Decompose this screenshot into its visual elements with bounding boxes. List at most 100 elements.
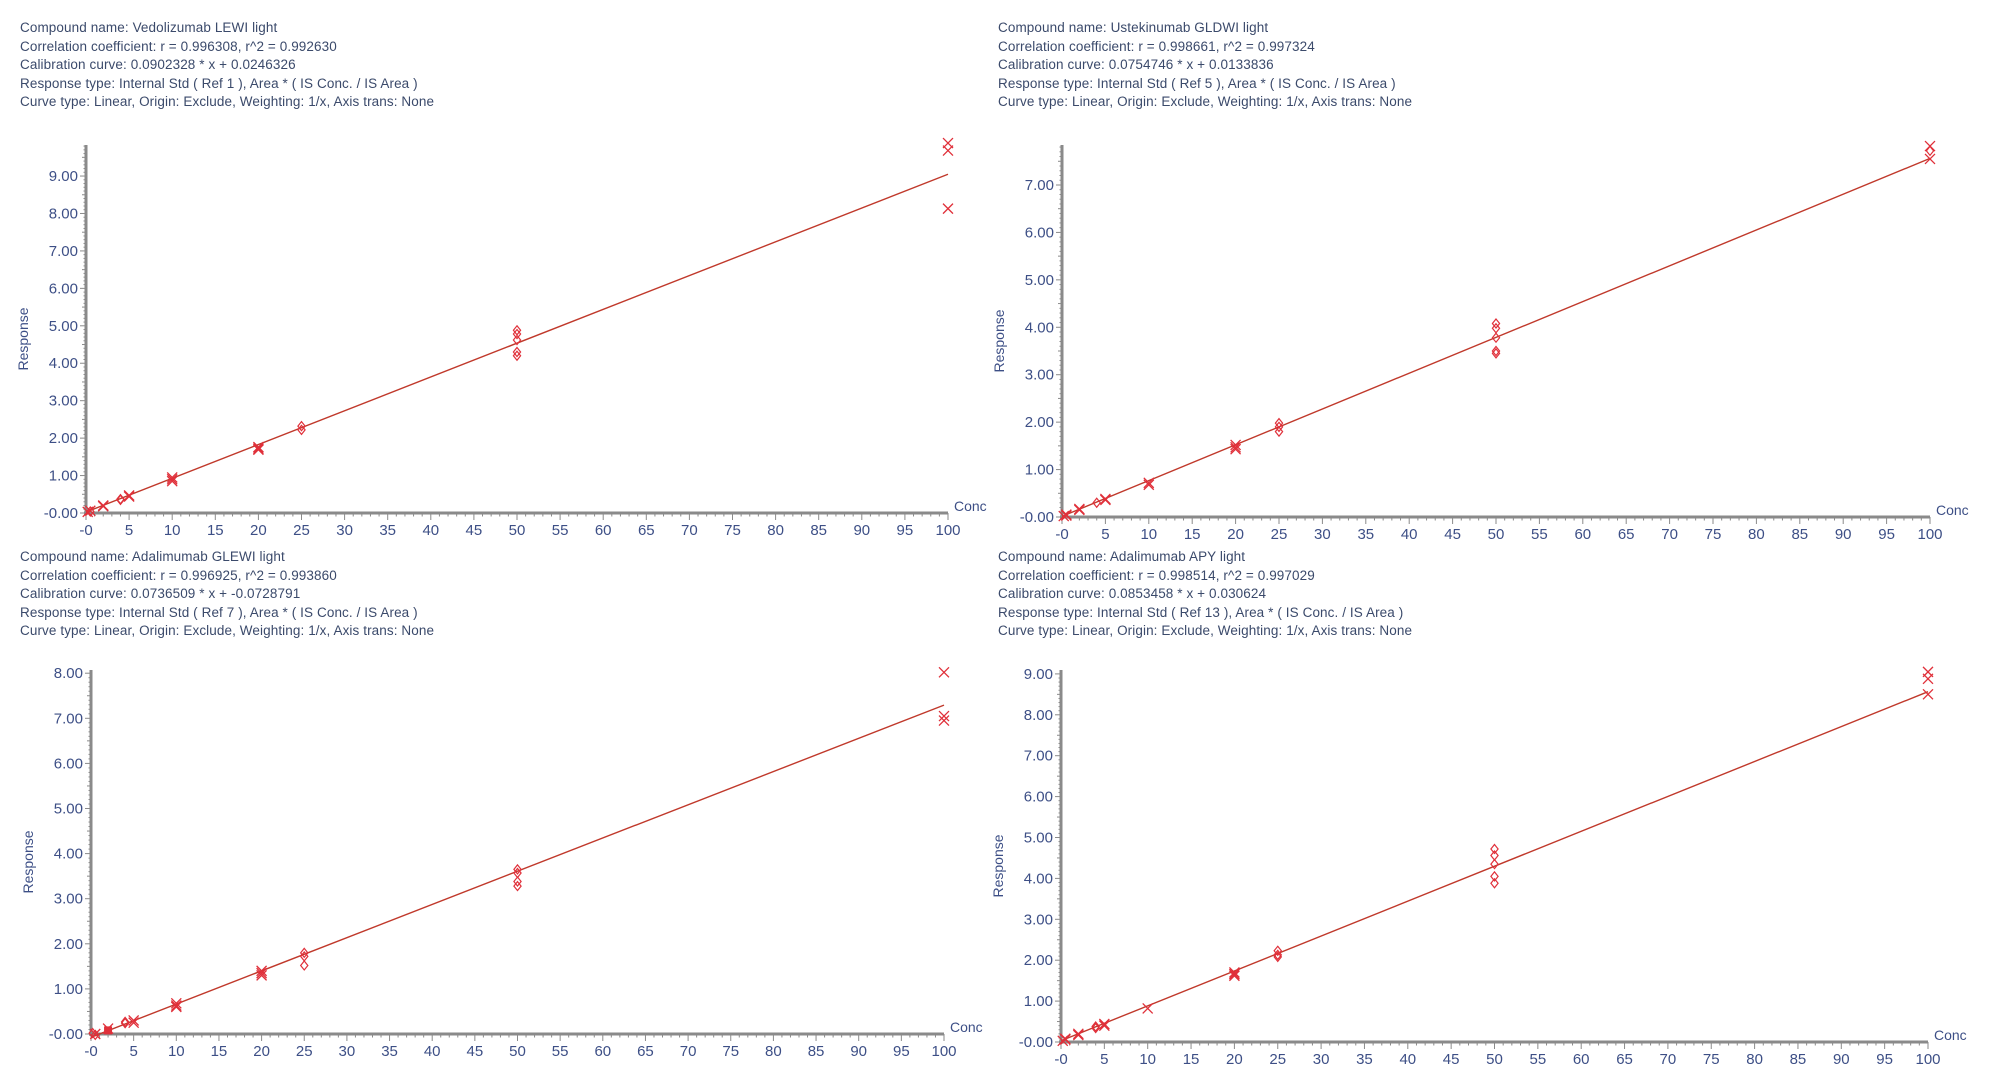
- data-point-diamond: [1490, 858, 1499, 870]
- y-axis-title: Response: [20, 830, 36, 893]
- x-tick-label: 50: [509, 522, 526, 539]
- x-tick-label: 90: [1835, 526, 1852, 543]
- data-point-diamond: [512, 346, 522, 358]
- y-tick-label: 9.00: [49, 168, 78, 185]
- data-point-diamond: [1490, 870, 1499, 882]
- y-tick-label: 2.00: [49, 430, 78, 447]
- data-point-diamond: [1491, 347, 1501, 359]
- data-point-cross: [938, 715, 950, 727]
- data-point-cross: [1059, 1033, 1071, 1045]
- calibration-curve: Calibration curve: 0.0754746 * x + 0.013…: [998, 57, 1274, 72]
- data-point-diamond: [120, 1017, 130, 1029]
- y-tick-label: 1.00: [54, 981, 83, 998]
- x-tick-label: 55: [1531, 526, 1548, 543]
- y-tick-label: 5.00: [1025, 272, 1054, 289]
- data-point-diamond: [1274, 421, 1284, 433]
- panel-header-vedolizumab: Compound name: Vedolizumab LEWI light Co…: [20, 19, 434, 112]
- correlation-coefficient: Correlation coefficient: r = 0.996925, r…: [20, 567, 337, 583]
- response-type: Response type: Internal Std ( Ref 5 ), A…: [998, 75, 1396, 91]
- y-tick-label: 9.00: [1024, 666, 1053, 683]
- data-point-cross: [1098, 1020, 1110, 1032]
- calibration-curve: Calibration curve: 0.0902328 * x + 0.024…: [20, 57, 296, 72]
- data-point-cross: [123, 489, 135, 501]
- data-point-square: [104, 1026, 113, 1035]
- data-point-cross: [84, 505, 96, 517]
- x-tick-label: 25: [1271, 526, 1288, 543]
- y-tick-label: 1.00: [49, 468, 78, 485]
- x-tick-label: 45: [1444, 526, 1461, 543]
- data-point-diamond: [1490, 877, 1499, 889]
- calibration-curve: Calibration curve: 0.0853458 * x + 0.030…: [998, 586, 1267, 601]
- data-point-cross: [942, 203, 954, 215]
- data-point-cross: [1098, 1018, 1110, 1030]
- x-tick-label: 90: [853, 522, 870, 539]
- y-tick-label: 6.00: [1024, 789, 1053, 806]
- data-point-cross: [1230, 439, 1242, 451]
- x-tick-label: 85: [1791, 526, 1808, 543]
- data-point-cross: [1922, 688, 1934, 700]
- data-point-diamond: [90, 1029, 100, 1041]
- data-point-diamond: [88, 1027, 98, 1039]
- data-point-cross: [1060, 510, 1072, 522]
- x-tick-label: 35: [1356, 1051, 1373, 1068]
- y-axis-title: Response: [991, 309, 1007, 372]
- data-point-cross: [1228, 970, 1240, 982]
- correlation-coefficient: Correlation coefficient: r = 0.998661, r…: [998, 38, 1315, 54]
- x-axis-title: Conc: [950, 1019, 983, 1035]
- data-point-cross: [1058, 510, 1070, 522]
- data-point-diamond: [120, 1016, 130, 1028]
- curve-type: Curve type: Linear, Origin: Exclude, Wei…: [20, 623, 435, 638]
- y-tick-label: 7.00: [49, 243, 78, 260]
- data-point-diamond: [1491, 345, 1501, 357]
- x-tick-label: 70: [1660, 1051, 1677, 1068]
- data-point-diamond: [299, 947, 309, 959]
- data-point-cross: [256, 965, 268, 977]
- y-tick-label: 8.00: [54, 665, 83, 682]
- x-tick-label: 95: [1878, 526, 1895, 543]
- data-point-cross: [252, 441, 264, 453]
- x-tick-label: 10: [164, 522, 181, 539]
- x-tick-label: 95: [1876, 1051, 1893, 1068]
- x-tick-label: 20: [250, 522, 267, 539]
- response-type: Response type: Internal Std ( Ref 1 ), A…: [20, 75, 418, 91]
- data-point-cross: [1228, 968, 1240, 980]
- x-tick-label: 25: [1269, 1051, 1286, 1068]
- data-point-cross: [252, 444, 264, 456]
- x-tick-label: 75: [724, 522, 741, 539]
- calibration-fit-line: [85, 173, 949, 513]
- data-point-cross: [938, 710, 950, 722]
- data-point-cross: [166, 471, 178, 483]
- y-tick-label: 2.00: [1024, 952, 1053, 969]
- data-point-diamond: [297, 420, 306, 432]
- curve-type: Curve type: Linear, Origin: Exclude, Wei…: [998, 94, 1413, 109]
- compound-name: Compound name: Adalimumab APY light: [998, 549, 1246, 564]
- data-point-diamond: [1273, 949, 1283, 961]
- chart-vedolizumab: -0.00 1.00 2.00 3.00 4.00 5.00 6.00 7.00 8.00 9.0…: [15, 137, 987, 539]
- data-point-diamond: [513, 880, 522, 892]
- data-point-diamond: [512, 350, 522, 362]
- chart-ustekinumab: -0.00 1.00 2.00 3.00 4.00 5.00 6.00 7.00 -0 5 10 15…: [991, 140, 1969, 543]
- x-tick-label: 35: [1357, 526, 1374, 543]
- y-tick-label: 5.00: [49, 318, 78, 335]
- x-tick-label: 60: [1574, 526, 1591, 543]
- y-tick-label: 5.00: [54, 801, 83, 818]
- data-point-diamond: [1091, 1020, 1101, 1032]
- x-tick-label: 75: [1703, 1051, 1720, 1068]
- panel-header-adalimumab-glew: Compound name: Adalimumab GLEWI light Co…: [20, 548, 434, 641]
- y-tick-label: 1.00: [1025, 462, 1054, 479]
- y-tick-label: 3.00: [49, 393, 78, 410]
- x-tick-label: 35: [381, 1043, 398, 1060]
- x-tick-label: 65: [1616, 1051, 1633, 1068]
- data-point-cross: [938, 666, 950, 678]
- data-point-diamond: [1273, 945, 1283, 957]
- data-point-cross: [170, 997, 182, 1009]
- x-tick-label: 50: [1486, 1051, 1503, 1068]
- data-point-cross: [1099, 493, 1111, 505]
- data-point-cross: [97, 500, 109, 512]
- x-tick-label: 85: [1790, 1051, 1807, 1068]
- y-tick-label: 3.00: [1024, 911, 1053, 928]
- data-point-diamond: [1491, 318, 1501, 329]
- y-tick-label: -0.00: [1020, 509, 1054, 526]
- x-tick-label: 30: [1313, 1051, 1330, 1068]
